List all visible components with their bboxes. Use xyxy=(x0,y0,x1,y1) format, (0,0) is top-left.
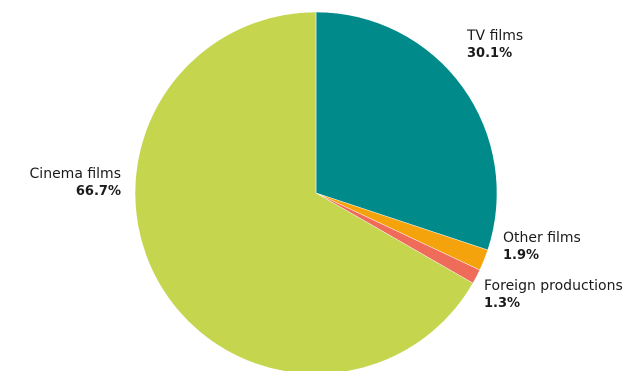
pie-slice-tv-films xyxy=(315,11,498,251)
pie-labels: TV films 30.1% Other films 1.9% Foreign … xyxy=(30,28,623,311)
label-tv-films: TV films xyxy=(466,28,523,44)
pie-slice-cinema-films xyxy=(134,11,474,371)
value-other-films: 1.9% xyxy=(503,248,539,263)
label-other-films: Other films xyxy=(503,230,581,246)
label-cinema-films: Cinema films xyxy=(30,166,121,182)
value-tv-films: 30.1% xyxy=(467,46,512,61)
label-foreign-productions: Foreign productions xyxy=(484,278,623,294)
value-foreign-productions: 1.3% xyxy=(484,296,520,311)
value-cinema-films: 66.7% xyxy=(76,184,121,199)
pie-slices xyxy=(134,11,498,371)
